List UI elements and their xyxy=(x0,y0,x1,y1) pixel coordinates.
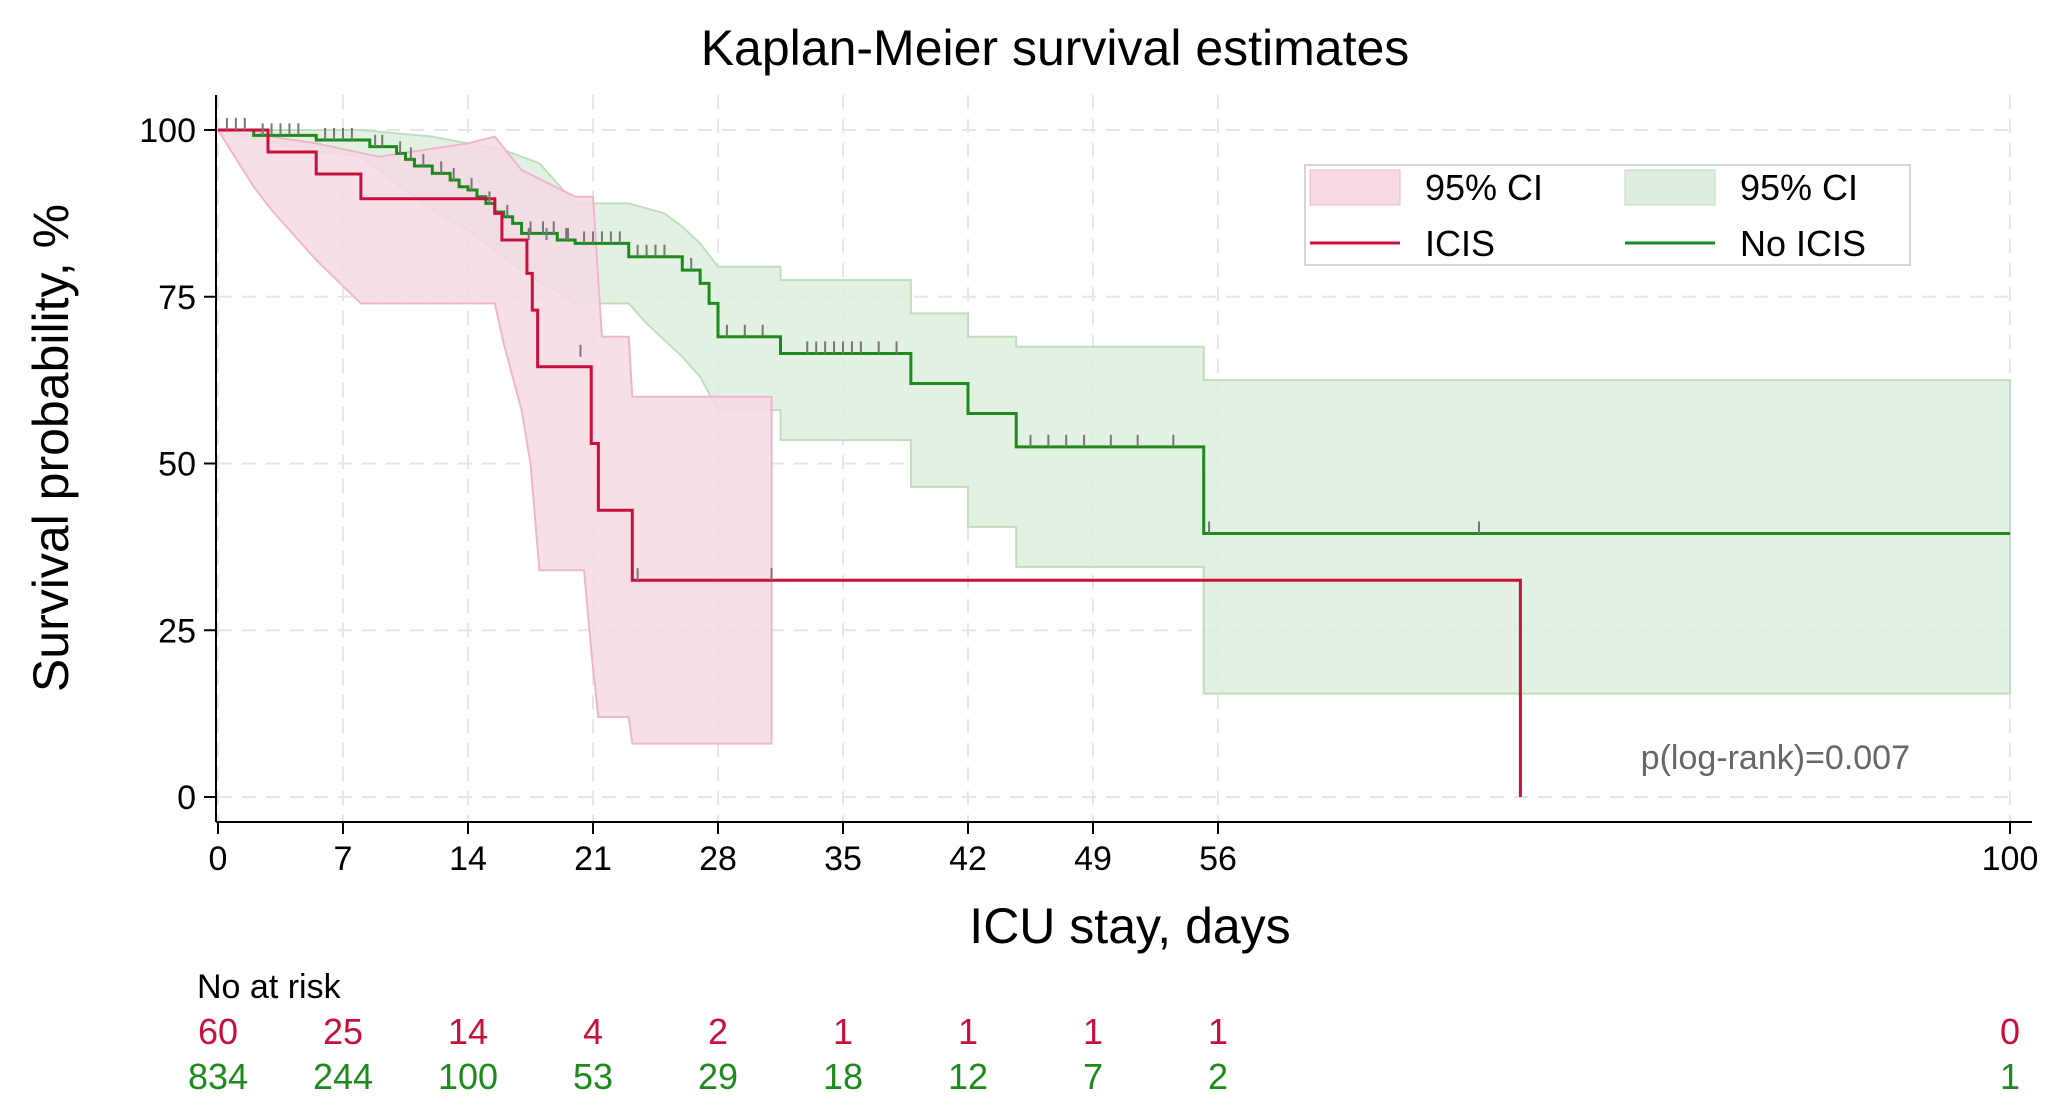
x-tick-label-0: 0 xyxy=(209,840,228,878)
x-tick-label-42: 42 xyxy=(949,840,987,878)
at-risk-icis-56: 1 xyxy=(1208,1011,1228,1052)
legend-swatch-ci-noicis xyxy=(1624,169,1716,206)
ci-band-icis xyxy=(216,129,773,745)
at-risk-noicis-100: 1 xyxy=(2000,1056,2020,1097)
x-tick-label-7: 7 xyxy=(334,840,353,878)
survival-line-icis xyxy=(218,128,1522,797)
legend-box xyxy=(1304,164,1911,266)
x-tick-label-28: 28 xyxy=(699,840,737,878)
chart-title: Kaplan-Meier survival estimates xyxy=(701,20,1410,76)
y-tick-label-25: 25 xyxy=(158,612,196,650)
at-risk-noicis-42: 12 xyxy=(948,1056,988,1097)
at-risk-noicis-56: 2 xyxy=(1208,1056,1228,1097)
at-risk-icis-35: 1 xyxy=(833,1011,853,1052)
x-axis-ticks: 0 7 14 21 28 35 42 49 56 100 xyxy=(209,822,2039,878)
at-risk-noicis-49: 7 xyxy=(1083,1056,1103,1097)
at-risk-icis-14: 14 xyxy=(448,1011,488,1052)
x-axis-label: ICU stay, days xyxy=(969,898,1290,954)
y-axis-ticks: 0 25 50 75 100 xyxy=(139,112,216,817)
at-risk-noicis-14: 100 xyxy=(438,1056,498,1097)
survival-line-noicis xyxy=(218,128,2010,536)
x-tick-label-14: 14 xyxy=(449,840,487,878)
legend-label-noicis: No ICIS xyxy=(1740,223,1866,264)
legend-label-icis: ICIS xyxy=(1425,223,1495,264)
legend-label-ci-icis: 95% CI xyxy=(1425,167,1543,208)
at-risk-noicis-7: 244 xyxy=(313,1056,373,1097)
legend: 95% CI 95% CI ICIS No ICIS xyxy=(1304,164,1911,266)
survival-curves xyxy=(218,128,2010,797)
y-axis-label: Survival probability, % xyxy=(23,204,79,692)
at-risk-noicis-28: 29 xyxy=(698,1056,738,1097)
at-risk-title: No at risk xyxy=(197,968,342,1006)
legend-swatch-ci-icis xyxy=(1309,169,1401,206)
x-tick-label-100: 100 xyxy=(1982,840,2039,878)
axes xyxy=(215,95,2032,823)
at-risk-icis-42: 1 xyxy=(958,1011,978,1052)
at-risk-icis-7: 25 xyxy=(323,1011,363,1052)
legend-label-ci-noicis: 95% CI xyxy=(1740,167,1858,208)
y-tick-label-50: 50 xyxy=(158,446,196,484)
at-risk-icis-28: 2 xyxy=(708,1011,728,1052)
censor-marks xyxy=(225,118,1480,581)
y-tick-label-0: 0 xyxy=(177,779,196,817)
at-risk-icis-49: 1 xyxy=(1083,1011,1103,1052)
at-risk-icis-21: 4 xyxy=(583,1011,603,1052)
confidence-bands xyxy=(216,129,2011,745)
at-risk-noicis-21: 53 xyxy=(573,1056,613,1097)
x-tick-label-21: 21 xyxy=(574,840,612,878)
x-tick-label-49: 49 xyxy=(1074,840,1112,878)
y-tick-label-100: 100 xyxy=(139,112,196,150)
at-risk-noicis-35: 18 xyxy=(823,1056,863,1097)
y-tick-label-75: 75 xyxy=(158,279,196,317)
at-risk-noicis-0: 834 xyxy=(188,1056,248,1097)
at-risk-icis-100: 0 xyxy=(2000,1011,2020,1052)
at-risk-icis-0: 60 xyxy=(198,1011,238,1052)
x-tick-label-35: 35 xyxy=(824,840,862,878)
logrank-annotation: p(log-rank)=0.007 xyxy=(1641,739,1910,777)
x-tick-label-56: 56 xyxy=(1199,840,1237,878)
